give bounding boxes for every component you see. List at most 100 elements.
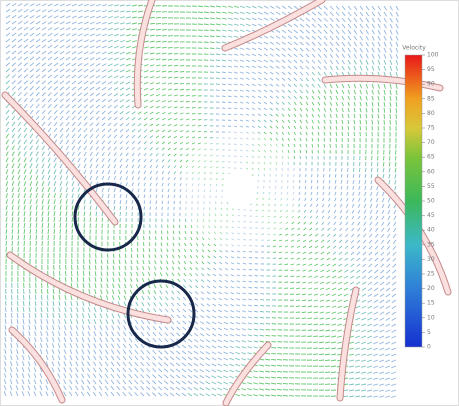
vector: [378, 120, 379, 125]
vector: [323, 174, 324, 177]
vector: [72, 223, 73, 228]
vector: [222, 90, 226, 91]
vector: [308, 324, 312, 325]
vector: [204, 125, 207, 126]
vector: [288, 162, 289, 165]
vector: [395, 156, 396, 161]
vector: [60, 229, 61, 234]
vector: [96, 218, 97, 222]
vector: [307, 336, 312, 337]
frame: [1, 1, 459, 406]
vector: [302, 318, 306, 319]
vector: [360, 126, 361, 130]
vector: [267, 240, 270, 241]
vector: [312, 150, 313, 153]
vector: [185, 219, 186, 222]
vector: [396, 114, 397, 119]
vector: [131, 242, 132, 246]
vector: [234, 144, 237, 145]
colorbar-tick-label: 80: [427, 110, 435, 117]
vector: [180, 71, 184, 72]
vector: [210, 137, 213, 138]
vector: [210, 60, 214, 61]
vector: [186, 89, 190, 90]
vector: [35, 289, 36, 294]
colorbar-tick-label: 10: [427, 314, 435, 321]
vector: [222, 96, 226, 97]
vector: [198, 18, 203, 19]
vector: [266, 317, 270, 318]
vector: [330, 138, 331, 142]
vector: [324, 144, 325, 148]
vector: [216, 66, 220, 67]
vector: [210, 143, 213, 144]
vector: [222, 102, 225, 103]
vector: [198, 113, 201, 114]
vector: [277, 359, 282, 360]
vector: [284, 276, 288, 277]
vector: [161, 231, 162, 234]
colorbar-tick-label: 5: [427, 329, 431, 336]
colorbar-tick-label: 45: [427, 212, 435, 219]
vector: [305, 180, 306, 183]
vector: [102, 218, 103, 222]
vector: [283, 395, 288, 396]
colorbar-tick-label: 85: [427, 95, 435, 102]
vector: [249, 257, 252, 258]
vector: [325, 366, 330, 367]
vector: [54, 229, 55, 234]
vector: [325, 372, 330, 373]
vector: [29, 289, 30, 294]
vector: [261, 228, 264, 229]
colorbar-tick-label: 25: [427, 271, 435, 278]
vector: [198, 12, 203, 13]
vector: [30, 235, 31, 240]
colorbar-tick-label: 75: [427, 125, 435, 132]
vector: [331, 378, 336, 379]
vector: [137, 242, 138, 246]
vector: [377, 162, 378, 166]
vector-field-figure: Velocity 0510152025303540455055606570758…: [0, 0, 459, 406]
vector: [313, 342, 318, 343]
vector: [65, 271, 66, 276]
vector: [210, 54, 214, 55]
vector: [260, 305, 264, 306]
vector: [384, 114, 385, 119]
vector: [186, 195, 187, 198]
colorbar-tick-label: 0: [427, 344, 431, 351]
vector: [174, 59, 178, 60]
vector: [113, 254, 114, 258]
vector: [313, 348, 318, 349]
vector: [277, 365, 282, 366]
vector: [216, 72, 220, 73]
vector: [228, 120, 231, 121]
vector: [254, 287, 258, 288]
vector: [299, 180, 300, 183]
vector: [234, 150, 237, 151]
vector: [329, 174, 330, 177]
vector: [144, 206, 145, 210]
vector: [243, 239, 246, 240]
vector: [174, 65, 178, 66]
vector: [383, 156, 384, 160]
vector: [204, 42, 209, 43]
vector: [222, 190, 223, 192]
vector: [336, 138, 337, 142]
vector: [48, 229, 49, 234]
vector: [341, 168, 342, 172]
vector: [149, 236, 150, 240]
colorbar-tick-label: 65: [427, 154, 435, 161]
vector: [42, 235, 43, 240]
vector: [180, 195, 181, 198]
vector: [204, 131, 207, 132]
vector: [249, 263, 252, 264]
vector: [192, 195, 193, 198]
vector: [277, 371, 282, 372]
vector: [266, 323, 270, 324]
colorbar-tick-label: 55: [427, 183, 435, 190]
vector: [36, 235, 37, 240]
vector: [197, 213, 198, 216]
vector: [371, 162, 372, 166]
vector: [132, 206, 133, 210]
colorbar-tick-label: 100: [427, 52, 439, 59]
